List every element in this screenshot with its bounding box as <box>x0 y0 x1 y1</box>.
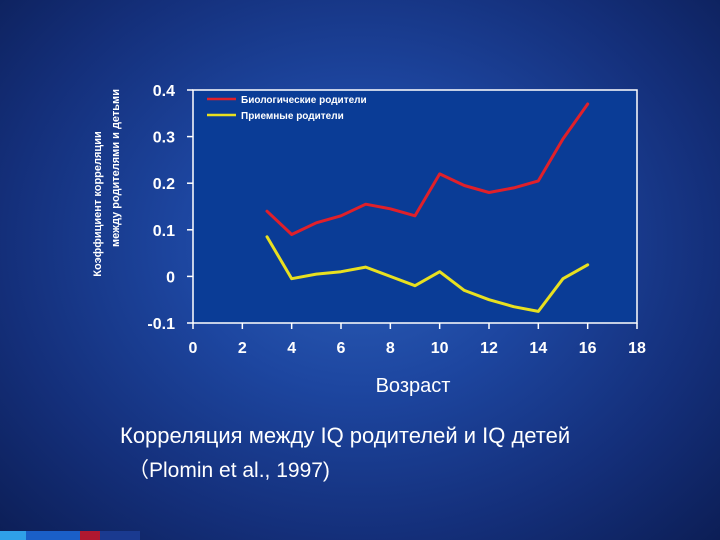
plot-area <box>192 89 638 324</box>
y-axis-label-line-2: между родителями и детьми <box>110 89 122 247</box>
legend-label: Биологические родители <box>241 95 367 106</box>
caption-source: （Plomin et al., 1997) <box>128 459 330 482</box>
x-tick-label: 10 <box>431 340 449 357</box>
data-point <box>389 275 392 278</box>
caption-title: Корреляция между IQ родителей и IQ детей <box>120 423 571 448</box>
x-tick-label: 2 <box>238 340 247 357</box>
data-point <box>413 214 417 218</box>
data-point <box>537 310 540 313</box>
data-point <box>487 191 491 194</box>
y-tick-label: 0.4 <box>153 83 175 100</box>
y-tick-label: 0.3 <box>153 130 175 147</box>
data-point <box>561 277 565 280</box>
x-tick-label: 8 <box>386 340 395 357</box>
data-point <box>586 102 589 106</box>
x-axis-label: Возраст <box>376 375 451 397</box>
x-tick-label: 0 <box>189 340 198 357</box>
data-point <box>537 179 540 183</box>
legend: Биологические родители Приемные родители <box>207 95 367 122</box>
data-point <box>561 137 565 141</box>
y-tick-label: -0.1 <box>147 316 175 333</box>
series-lines <box>265 102 590 313</box>
data-point <box>512 186 515 190</box>
y-axis-label-line-1: Коэффициент корреляции <box>92 131 104 276</box>
strip-segment <box>26 531 80 540</box>
x-tick-label: 6 <box>337 340 346 357</box>
series-points <box>265 102 589 313</box>
data-point <box>265 209 269 213</box>
data-point <box>413 284 417 287</box>
data-point <box>438 172 441 176</box>
x-axis: 0 2 4 6 8 10 12 14 16 18 <box>189 323 646 357</box>
y-tick-label: 0.2 <box>153 176 175 193</box>
x-tick-label: 12 <box>480 340 498 357</box>
x-tick-label: 14 <box>529 340 547 357</box>
series-line-1 <box>265 235 590 313</box>
data-point <box>487 298 491 301</box>
data-point <box>290 233 293 236</box>
data-point <box>339 214 343 218</box>
y-axis: 0.4 0.3 0.2 0.1 0 -0.1 <box>147 83 193 333</box>
legend-label: Приемные родители <box>241 111 344 122</box>
x-tick-label: 16 <box>579 340 597 357</box>
chart: 0.4 0.3 0.2 0.1 0 -0.1 0 2 4 6 8 10 12 14 16 18 Биолог… <box>92 83 646 397</box>
data-point <box>364 202 367 206</box>
data-point <box>389 207 392 211</box>
y-tick-label: 0.1 <box>153 223 175 240</box>
y-tick-label: 0 <box>166 269 175 286</box>
strip-segment <box>0 531 26 540</box>
series-line-0 <box>265 102 590 236</box>
data-point <box>463 289 466 292</box>
data-point <box>265 235 269 238</box>
data-point <box>364 265 367 269</box>
bottom-decor-strip <box>0 531 140 540</box>
x-tick-label: 18 <box>628 340 646 357</box>
x-tick-label: 4 <box>287 340 296 357</box>
data-point <box>315 221 318 225</box>
data-point <box>463 184 466 187</box>
data-point <box>290 277 293 280</box>
data-point <box>512 305 515 308</box>
strip-segment <box>100 531 140 540</box>
strip-segment <box>80 531 100 540</box>
data-point <box>339 270 343 273</box>
data-point <box>586 263 589 266</box>
data-point <box>315 272 318 276</box>
data-point <box>438 270 441 273</box>
